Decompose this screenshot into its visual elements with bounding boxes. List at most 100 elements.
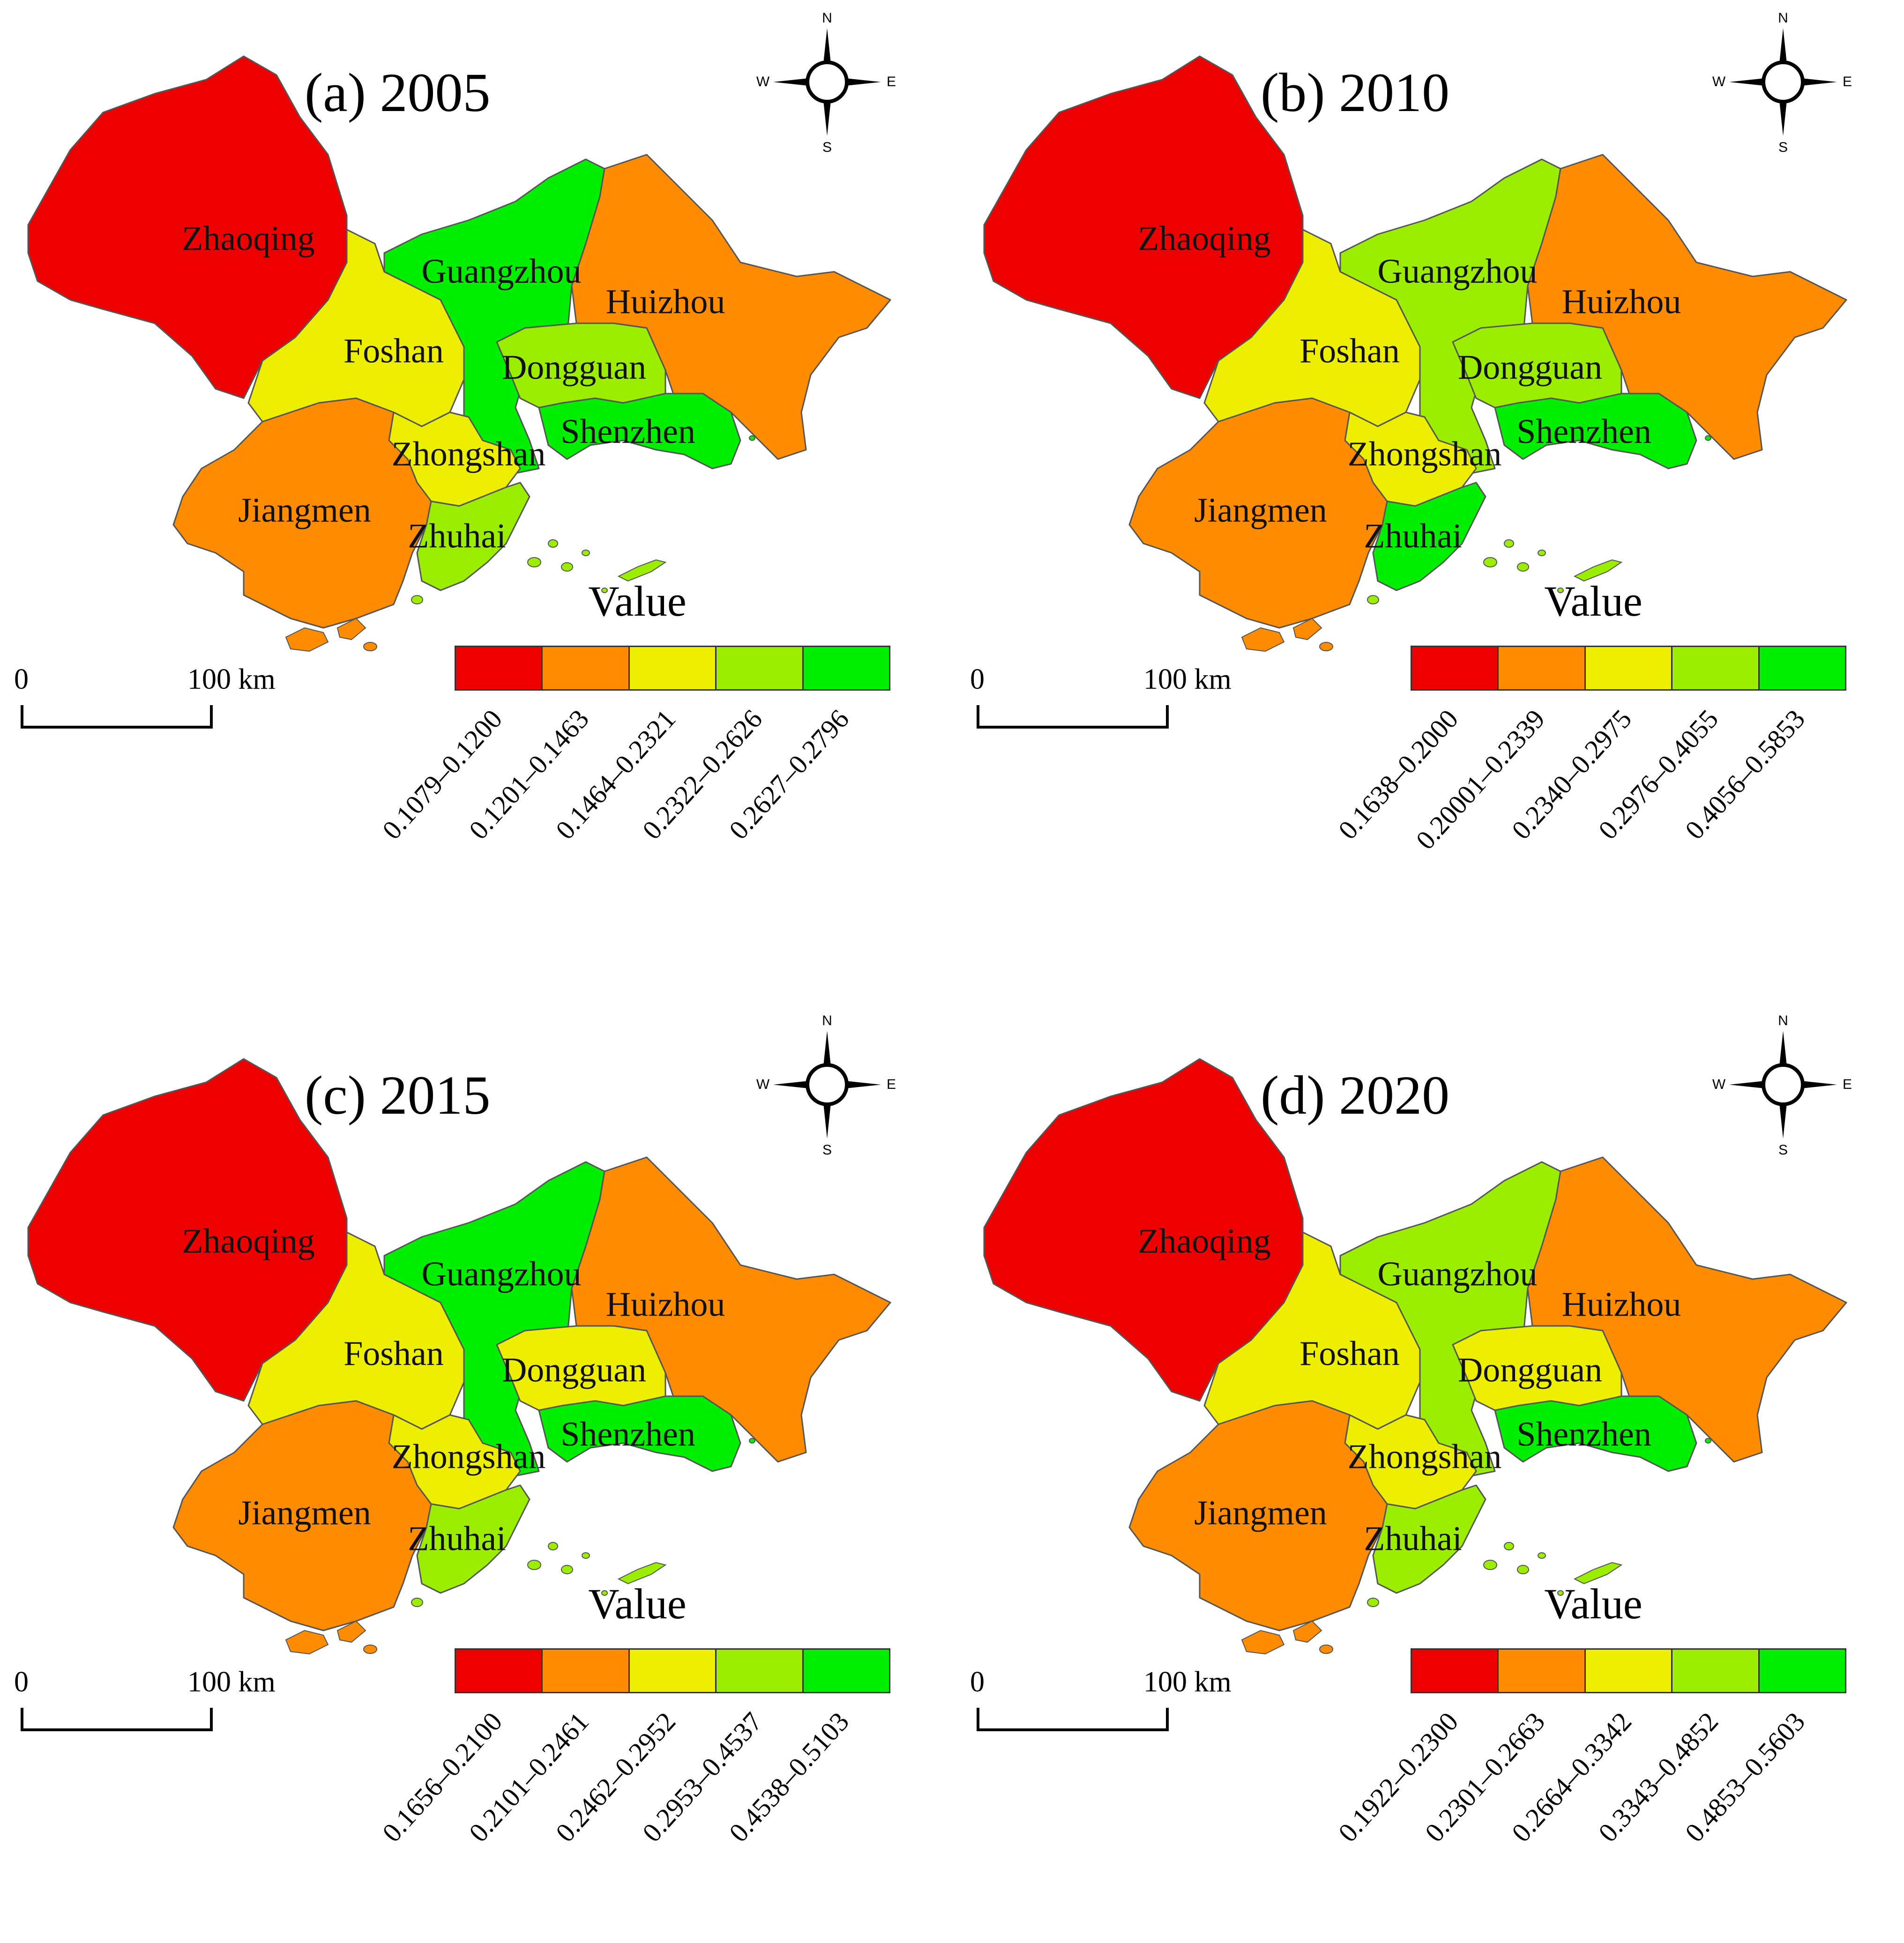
legend-swatch	[543, 647, 630, 689]
north-arrow: N S E W	[1706, 10, 1860, 155]
city-label-zhongshan: Zhongshan	[391, 435, 546, 474]
panel-title: (c) 2015	[305, 1065, 491, 1126]
compass-rose-icon	[773, 1031, 881, 1139]
scale-bar-distance-label: 100 km	[1143, 1666, 1232, 1698]
map-panel: (a) 2005 Zhaoqing Guangzhou Huizhou Fosh…	[0, 0, 952, 940]
city-label-dongguan: Dongguan	[501, 348, 647, 387]
map-canvas	[27, 1058, 891, 1655]
legend-swatch	[717, 647, 804, 689]
legend-swatch	[543, 1650, 630, 1692]
region-zhuhai	[1372, 1484, 1486, 1594]
map-panel: (b) 2010 Zhaoqing Guangzhou Huizhou Fosh…	[956, 0, 1904, 940]
scale-bar-distance-label: 100 km	[1143, 663, 1232, 695]
map-canvas	[983, 55, 1847, 652]
scale-bar	[21, 1708, 213, 1731]
city-label-zhongshan: Zhongshan	[391, 1437, 546, 1476]
legend-swatch	[717, 1650, 804, 1692]
city-label-foshan: Foshan	[343, 332, 444, 371]
compass-rose-icon	[1729, 1031, 1837, 1139]
map-canvas	[983, 1058, 1847, 1655]
city-label-shenzhen: Shenzhen	[1516, 412, 1651, 451]
region-zhuhai	[416, 482, 530, 591]
city-label-zhaoqing: Zhaoqing	[182, 219, 315, 258]
city-label-zhaoqing: Zhaoqing	[1138, 219, 1271, 258]
legend-swatch	[629, 1650, 717, 1692]
compass-w: W	[1712, 74, 1726, 89]
legend-color-bar	[455, 1648, 890, 1693]
compass-w: W	[756, 74, 770, 89]
region-shenzhen	[538, 393, 741, 469]
region-jiangmen	[172, 1400, 432, 1631]
region-shenzhen	[538, 1395, 741, 1472]
legend-title: Value	[588, 577, 687, 625]
scale-bar-zero-label: 0	[14, 663, 29, 695]
legend-swatch	[1499, 1650, 1586, 1692]
compass-e: E	[1842, 1077, 1852, 1092]
city-label-foshan: Foshan	[1299, 332, 1400, 371]
compass-rose-icon	[1729, 28, 1837, 136]
region-shenzhen	[1494, 393, 1697, 469]
compass-n: N	[1778, 1013, 1788, 1028]
legend-color-bar	[455, 646, 890, 691]
compass-w: W	[1712, 1077, 1726, 1092]
region-zhuhai	[1372, 482, 1486, 591]
city-label-zhuhai: Zhuhai	[1364, 1519, 1462, 1558]
region-zhuhai	[416, 1484, 530, 1594]
city-label-zhaoqing: Zhaoqing	[1138, 1222, 1271, 1261]
city-label-guangzhou: Guangzhou	[421, 252, 582, 291]
city-label-guangzhou: Guangzhou	[1377, 1255, 1538, 1294]
compass-n: N	[822, 10, 832, 26]
legend-swatch	[1499, 647, 1586, 689]
city-label-dongguan: Dongguan	[1457, 348, 1603, 387]
city-label-foshan: Foshan	[343, 1334, 444, 1373]
city-label-dongguan: Dongguan	[1457, 1351, 1603, 1390]
panel-title: (b) 2010	[1261, 62, 1450, 123]
city-label-jiangmen: Jiangmen	[1194, 491, 1327, 530]
city-label-huizhou: Huizhou	[605, 283, 725, 321]
map-panel: (c) 2015 Zhaoqing Guangzhou Huizhou Fosh…	[0, 1003, 952, 1943]
compass-s: S	[822, 1142, 832, 1158]
compass-e: E	[886, 1077, 896, 1092]
scale-bar-zero-label: 0	[970, 663, 985, 695]
city-label-shenzhen: Shenzhen	[560, 412, 695, 451]
compass-e: E	[1842, 74, 1852, 89]
scale-bar-zero-label: 0	[14, 1666, 29, 1698]
panel-title: (d) 2020	[1261, 1065, 1450, 1126]
compass-s: S	[1778, 1142, 1788, 1158]
legend-swatch	[629, 647, 717, 689]
city-label-zhaoqing: Zhaoqing	[182, 1222, 315, 1261]
city-label-jiangmen: Jiangmen	[238, 491, 371, 530]
legend-swatch	[1673, 647, 1760, 689]
legend-swatch	[1759, 1650, 1845, 1692]
city-label-zhuhai: Zhuhai	[1364, 517, 1462, 556]
legend-swatch	[1759, 647, 1845, 689]
legend-swatch	[456, 647, 543, 689]
city-label-dongguan: Dongguan	[501, 1351, 647, 1390]
north-arrow: N S E W	[1706, 1013, 1860, 1158]
map-canvas	[27, 55, 891, 652]
city-label-zhuhai: Zhuhai	[408, 1519, 506, 1558]
legend-swatch	[1412, 647, 1499, 689]
legend-swatch	[1412, 1650, 1499, 1692]
compass-w: W	[756, 1077, 770, 1092]
legend-title: Value	[588, 1580, 687, 1628]
city-label-zhongshan: Zhongshan	[1347, 435, 1502, 474]
legend-color-bar	[1411, 1648, 1846, 1693]
region-jiangmen	[1128, 397, 1388, 629]
scale-bar	[21, 705, 213, 729]
compass-s: S	[822, 140, 832, 155]
city-label-guangzhou: Guangzhou	[421, 1255, 582, 1294]
region-jiangmen	[172, 397, 432, 629]
scale-bar	[977, 705, 1169, 729]
legend-color-bar	[1411, 646, 1846, 691]
city-label-shenzhen: Shenzhen	[1516, 1415, 1651, 1454]
city-label-jiangmen: Jiangmen	[238, 1494, 371, 1533]
legend-swatch	[803, 1650, 889, 1692]
compass-n: N	[1778, 10, 1788, 26]
compass-e: E	[886, 74, 896, 89]
city-label-huizhou: Huizhou	[1561, 283, 1681, 321]
city-label-zhongshan: Zhongshan	[1347, 1437, 1502, 1476]
legend-title: Value	[1544, 577, 1643, 625]
scale-bar-zero-label: 0	[970, 1666, 985, 1698]
panel-title: (a) 2005	[305, 62, 491, 123]
